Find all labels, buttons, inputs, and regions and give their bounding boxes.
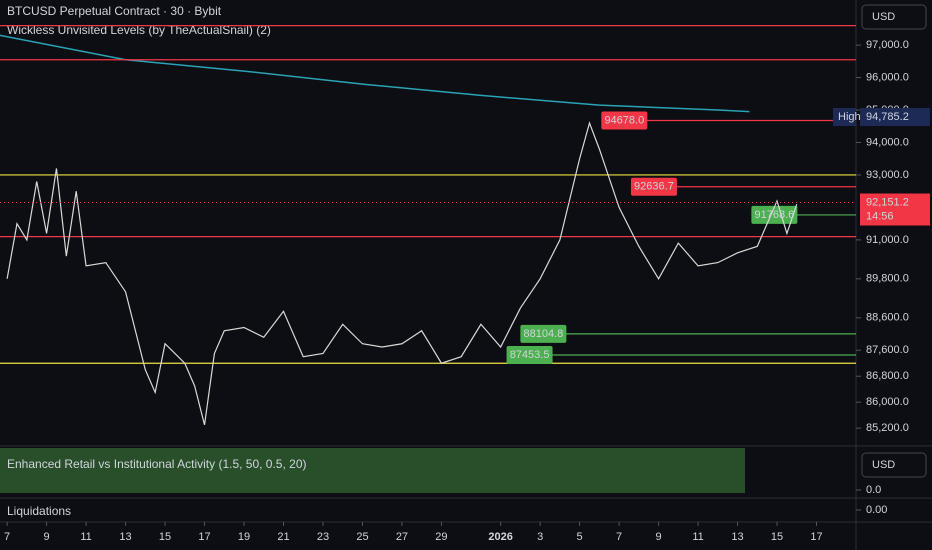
last-price-badge	[860, 193, 930, 226]
x-tick-label: 27	[396, 531, 408, 543]
x-tick-label: 15	[771, 531, 783, 543]
currency-label[interactable]: USD	[872, 11, 895, 23]
high-label: High	[838, 111, 861, 123]
x-tick-label: 25	[356, 531, 368, 543]
y-tick-label: 97,000.0	[866, 39, 909, 51]
level-label: 87453.5	[510, 349, 550, 361]
y-tick-label: 85,200.0	[866, 422, 909, 434]
x-tick-label: 13	[119, 531, 131, 543]
high-value: 94,785.2	[866, 111, 909, 123]
level-label: 92636.7	[634, 181, 674, 193]
x-tick-label: 2026	[488, 531, 512, 543]
x-tick-label: 7	[616, 531, 622, 543]
x-tick-label: 29	[435, 531, 447, 543]
price-line	[6, 121, 798, 426]
liquidations-tick-label: 0.00	[866, 504, 887, 516]
panel-tick-label: 0.0	[866, 484, 881, 496]
x-tick-label: 13	[731, 531, 743, 543]
level-label: 88104.8	[524, 328, 564, 340]
x-tick-label: 15	[159, 531, 171, 543]
level-tag	[630, 177, 677, 196]
x-tick-label: 5	[577, 531, 583, 543]
y-tick-label: 93,000.0	[866, 169, 909, 181]
level-tag	[751, 205, 798, 224]
level-tag	[506, 345, 553, 364]
x-tick-label: 9	[656, 531, 662, 543]
moving-average	[0, 34, 750, 113]
y-tick-label: 96,000.0	[866, 71, 909, 83]
panel-currency[interactable]: USD	[872, 459, 895, 471]
x-tick-label: 17	[810, 531, 822, 543]
x-tick-label: 17	[198, 531, 210, 543]
currency-button[interactable]	[861, 4, 927, 30]
liquidations-title: Liquidations	[7, 504, 71, 518]
panel-currency-button[interactable]	[861, 452, 927, 478]
y-tick-label: 89,800.0	[866, 273, 909, 285]
x-tick-label: 11	[80, 531, 91, 543]
x-tick-label: 3	[537, 531, 543, 543]
x-tick-label: 19	[238, 531, 250, 543]
y-tick-label: 86,000.0	[866, 396, 909, 408]
x-tick-label: 9	[44, 531, 50, 543]
x-tick-label: 7	[4, 531, 10, 543]
y-tick-label: 94,000.0	[866, 136, 909, 148]
high-badge	[833, 108, 856, 127]
level-tag	[601, 111, 648, 130]
x-tick-label: 21	[277, 531, 289, 543]
last-price: 92,151.2	[866, 196, 909, 208]
panel-title: Enhanced Retail vs Institutional Activit…	[7, 457, 307, 471]
level-label: 94678.0	[604, 114, 644, 126]
x-tick-label: 23	[317, 531, 329, 543]
panel-bg	[0, 448, 745, 493]
level-tag	[520, 324, 567, 343]
symbol-title: BTCUSD Perpetual Contract · 30 · Bybit	[7, 4, 222, 18]
level-label: 91768.6	[754, 209, 794, 221]
countdown: 14:56	[866, 210, 894, 222]
y-tick-label: 87,600.0	[866, 344, 909, 356]
y-tick-label: 91,000.0	[866, 234, 909, 246]
high-value-badge	[860, 108, 930, 127]
y-tick-label: 88,600.0	[866, 312, 909, 324]
indicator-title: Wickless Unvisited Levels (by TheActualS…	[7, 23, 271, 37]
y-tick-label: 86,800.0	[866, 370, 909, 382]
x-tick-label: 11	[692, 531, 703, 543]
